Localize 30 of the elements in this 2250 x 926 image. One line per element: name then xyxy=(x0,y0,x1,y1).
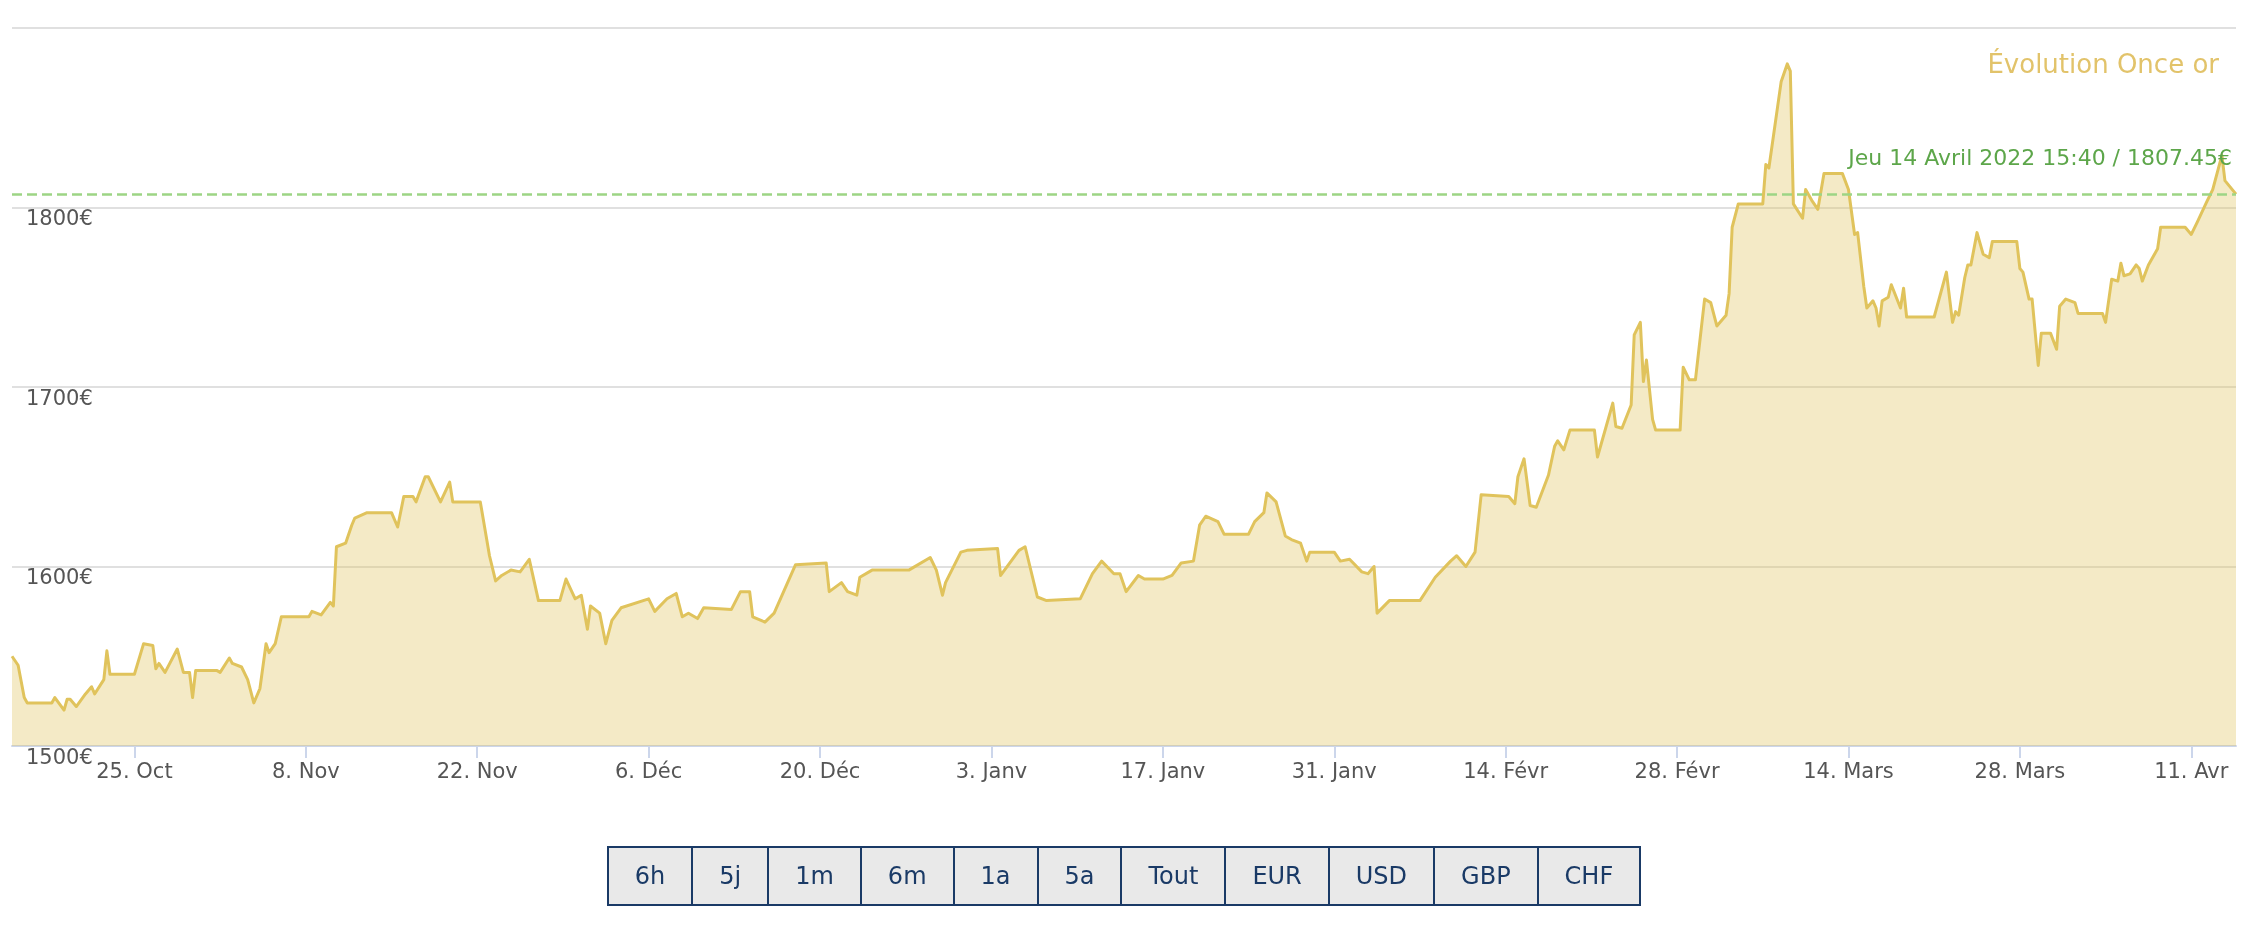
x-tick-label: 3. Janv xyxy=(955,758,1028,783)
option-button: 6h xyxy=(606,846,694,906)
option-button: GBP xyxy=(1433,846,1539,906)
x-tick-label: 20. Déc xyxy=(779,758,861,783)
text: Évolution Once or xyxy=(1987,48,2220,79)
x-tick-label: 14. Mars xyxy=(1803,758,1894,783)
y-tick-label: 1800€ xyxy=(26,206,93,230)
x-tick-label: 31. Janv xyxy=(1291,758,1377,783)
option-button: 1a xyxy=(952,846,1039,906)
y-tick-label: 1500€ xyxy=(26,744,93,769)
option-button: EUR xyxy=(1224,846,1330,906)
x-tick-label: 22. Nov xyxy=(436,758,518,783)
ref-line-label: Jeu 14 Avril 2022 15:40 / 1807.45€ xyxy=(1846,144,2232,170)
option-button: Tout xyxy=(1120,846,1227,906)
x-tick-label: 28. Mars xyxy=(1974,758,2066,783)
y-tick-label: 1600€ xyxy=(26,565,93,589)
option-button: CHF xyxy=(1536,846,1642,906)
x-tick-label: 6. Déc xyxy=(614,758,683,783)
x-tick-label: 8. Nov xyxy=(271,758,340,783)
option-button: USD xyxy=(1327,846,1436,906)
x-tick-label: 11. Avr xyxy=(2154,758,2229,783)
option-button: 6m xyxy=(859,846,955,906)
x-tick-label: 14. Févr xyxy=(1463,758,1549,783)
x-tick-label: 28. Févr xyxy=(1634,758,1720,783)
option-button: 5a xyxy=(1036,846,1123,906)
x-tick-label: 17. Janv xyxy=(1120,758,1206,783)
x-tick-label: 25. Oct xyxy=(96,758,173,783)
y-tick-label: 1700€ xyxy=(26,385,93,410)
option-button: 5j xyxy=(691,846,770,906)
option-button: 1m xyxy=(767,846,862,906)
